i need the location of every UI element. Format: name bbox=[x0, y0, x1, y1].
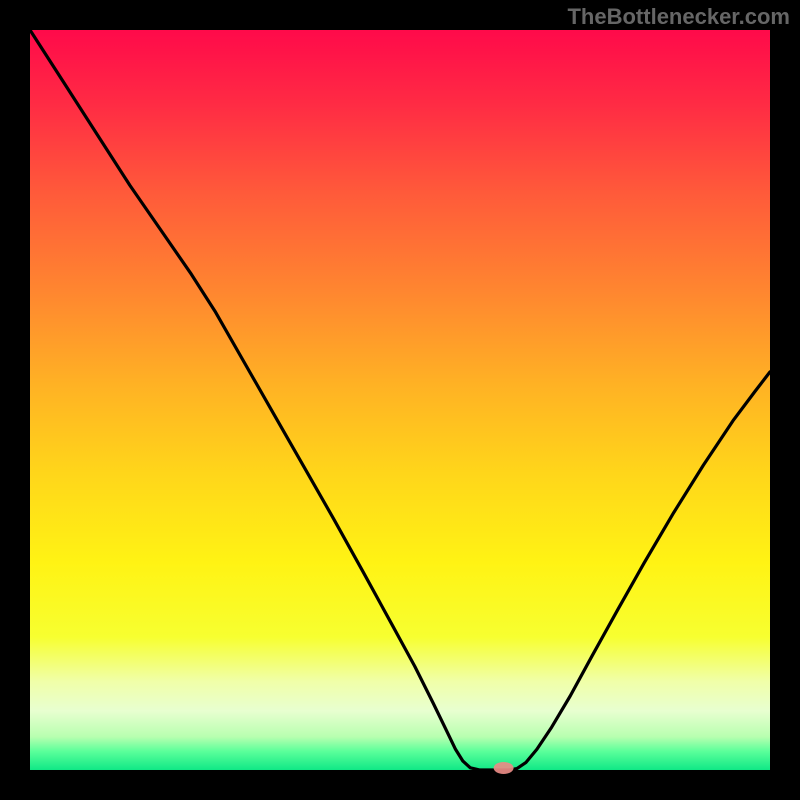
bottleneck-chart bbox=[0, 0, 800, 800]
gradient-background bbox=[30, 30, 770, 770]
chart-frame: { "watermark": { "text": "TheBottlenecke… bbox=[0, 0, 800, 800]
watermark-text: TheBottlenecker.com bbox=[567, 4, 790, 30]
optimal-point-marker bbox=[494, 762, 514, 774]
